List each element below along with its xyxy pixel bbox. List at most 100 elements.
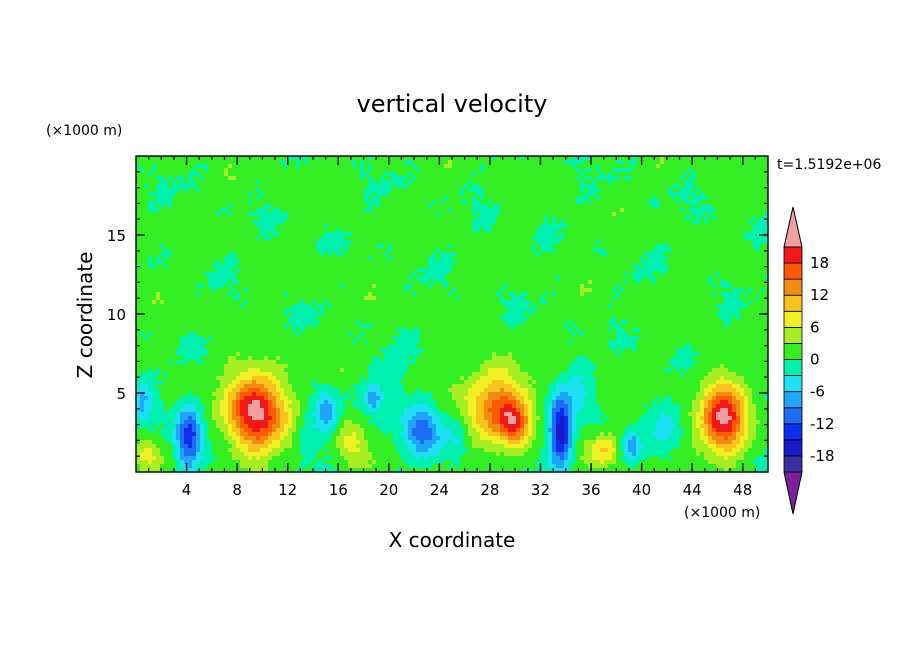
heatmap-cell xyxy=(612,164,617,169)
heatmap-cell xyxy=(608,180,613,185)
heatmap-cell xyxy=(164,272,169,277)
heatmap-cell xyxy=(352,224,357,229)
heatmap-cell xyxy=(536,268,541,273)
heatmap-cell xyxy=(280,180,285,185)
heatmap-cell xyxy=(488,188,493,193)
heatmap-cell xyxy=(632,236,637,241)
heatmap-cell xyxy=(684,156,689,161)
heatmap-cell xyxy=(364,168,369,173)
heatmap-cell xyxy=(196,204,201,209)
heatmap-cell xyxy=(280,164,285,169)
heatmap-cell xyxy=(640,180,645,185)
heatmap-cell xyxy=(620,192,625,197)
heatmap-cell xyxy=(552,196,557,201)
heatmap-cell xyxy=(608,188,613,193)
heatmap-cell xyxy=(760,212,765,217)
heatmap-cell xyxy=(188,240,193,245)
heatmap-cell xyxy=(392,192,397,197)
heatmap-cell xyxy=(152,180,157,185)
heatmap-cell xyxy=(516,268,521,273)
heatmap-cell xyxy=(156,176,161,181)
heatmap-cell xyxy=(484,272,489,277)
heatmap-cell xyxy=(580,260,585,265)
heatmap-cell xyxy=(368,228,373,233)
heatmap-cell xyxy=(468,216,473,221)
heatmap-cell xyxy=(288,180,293,185)
heatmap-cell xyxy=(720,156,725,161)
heatmap-cell xyxy=(704,236,709,241)
heatmap-cell xyxy=(276,164,281,169)
heatmap-cell xyxy=(224,156,229,161)
heatmap-cell xyxy=(528,220,533,225)
heatmap-cell xyxy=(616,160,621,165)
heatmap-cell xyxy=(756,180,761,185)
heatmap-cell xyxy=(432,172,437,177)
heatmap-cell xyxy=(464,280,469,285)
heatmap-cell xyxy=(252,164,257,169)
heatmap-cell xyxy=(196,180,201,185)
heatmap-cell xyxy=(328,256,333,261)
heatmap-cell xyxy=(228,228,233,233)
heatmap-cell xyxy=(176,176,181,181)
heatmap-cell xyxy=(140,212,145,217)
heatmap-cell xyxy=(536,200,541,205)
heatmap-cell xyxy=(744,172,749,177)
heatmap-cell xyxy=(456,252,461,257)
heatmap-cell xyxy=(352,248,357,253)
heatmap-cell xyxy=(700,260,705,265)
heatmap-cell xyxy=(732,276,737,281)
heatmap-cell xyxy=(588,268,593,273)
heatmap-cell xyxy=(744,256,749,261)
heatmap-cell xyxy=(168,268,173,273)
heatmap-cell xyxy=(212,164,217,169)
heatmap-cell xyxy=(372,220,377,225)
heatmap-cell xyxy=(260,256,265,261)
heatmap-cell xyxy=(424,192,429,197)
heatmap-cell xyxy=(756,232,761,237)
heatmap-cell xyxy=(156,228,161,233)
heatmap-cell xyxy=(232,168,237,173)
heatmap-cell xyxy=(328,172,333,177)
heatmap-cell xyxy=(548,240,553,245)
heatmap-cell xyxy=(304,244,309,249)
heatmap-cell xyxy=(456,208,461,213)
heatmap-cell xyxy=(140,216,145,221)
heatmap-cell xyxy=(604,264,609,269)
heatmap-cell xyxy=(508,244,513,249)
heatmap-cell xyxy=(588,256,593,261)
heatmap-cell xyxy=(700,256,705,261)
heatmap-cell xyxy=(432,272,437,277)
heatmap-cell xyxy=(720,184,725,189)
heatmap-cell xyxy=(676,164,681,169)
heatmap-cell xyxy=(376,212,381,217)
heatmap-cell xyxy=(552,228,557,233)
heatmap-cell xyxy=(524,240,529,245)
heatmap-cell xyxy=(292,164,297,169)
heatmap-cell xyxy=(408,268,413,273)
heatmap-cell xyxy=(692,224,697,229)
heatmap-cell xyxy=(236,180,241,185)
heatmap-cell xyxy=(504,260,509,265)
heatmap-cell xyxy=(732,240,737,245)
heatmap-cell xyxy=(172,172,177,177)
heatmap-cell xyxy=(424,180,429,185)
heatmap-cell xyxy=(360,248,365,253)
heatmap-cell xyxy=(284,176,289,181)
heatmap-cell xyxy=(172,244,177,249)
heatmap-cell xyxy=(660,240,665,245)
heatmap-cell xyxy=(708,220,713,225)
heatmap-cell xyxy=(584,228,589,233)
heatmap-cell xyxy=(380,240,385,245)
heatmap-cell xyxy=(512,204,517,209)
heatmap-cell xyxy=(608,240,613,245)
heatmap-cell xyxy=(668,256,673,261)
heatmap-cell xyxy=(652,228,657,233)
heatmap-cell xyxy=(232,208,237,213)
heatmap-cell xyxy=(648,208,653,213)
heatmap-cell xyxy=(376,204,381,209)
heatmap-cell xyxy=(232,212,237,217)
heatmap-cell xyxy=(388,192,393,197)
heatmap-cell xyxy=(676,160,681,165)
heatmap-cell xyxy=(208,164,213,169)
heatmap-cell xyxy=(756,256,761,261)
